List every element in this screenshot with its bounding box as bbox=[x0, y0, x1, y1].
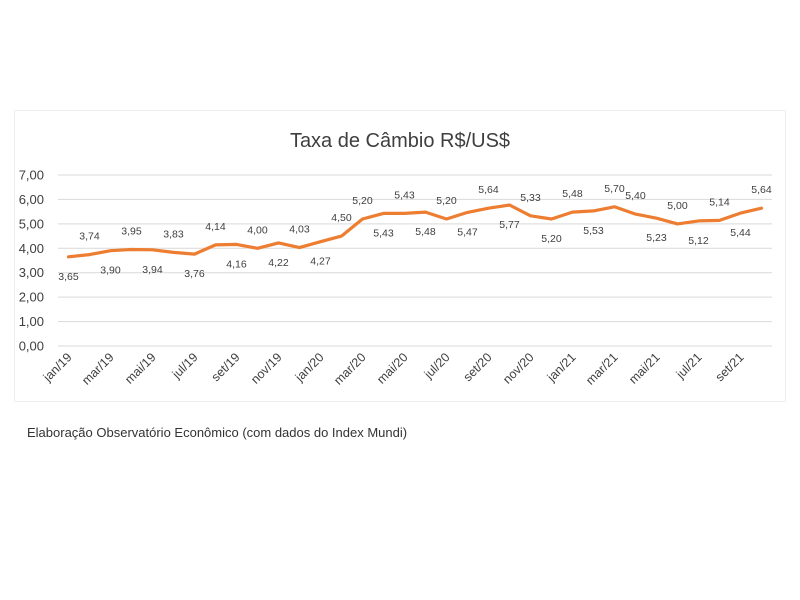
x-tick-label: set/21 bbox=[713, 350, 747, 384]
x-axis-ticks: jan/19 mar/19 mai/19 jul/19 set/19 nov/19 jan/… bbox=[40, 350, 747, 387]
data-label: 5,43 bbox=[373, 227, 394, 239]
data-label: 5,14 bbox=[709, 196, 730, 208]
x-tick-label: set/19 bbox=[209, 350, 243, 384]
data-label: 5,20 bbox=[436, 195, 457, 207]
data-label: 5,20 bbox=[541, 233, 562, 245]
data-label: 3,76 bbox=[184, 268, 205, 280]
x-tick-label: jul/20 bbox=[421, 350, 453, 382]
data-label: 5,64 bbox=[478, 184, 499, 196]
data-label: 3,90 bbox=[100, 265, 121, 277]
data-label: 3,83 bbox=[163, 228, 184, 240]
data-label: 5,12 bbox=[688, 235, 709, 247]
data-label: 4,22 bbox=[268, 257, 289, 269]
y-tick-label: 2,00 bbox=[19, 290, 44, 305]
chart-title: Taxa de Câmbio R$/US$ bbox=[290, 130, 510, 152]
x-tick-label: mai/21 bbox=[626, 350, 662, 386]
data-label: 5,48 bbox=[562, 188, 583, 200]
data-label: 5,64 bbox=[751, 184, 772, 196]
gridlines bbox=[58, 174, 772, 347]
x-tick-label: jul/21 bbox=[673, 350, 705, 382]
data-label: 5,77 bbox=[499, 219, 520, 231]
x-tick-label: set/20 bbox=[461, 350, 495, 384]
chart-frame bbox=[14, 110, 786, 402]
y-tick-label: 4,00 bbox=[19, 241, 44, 256]
series-line bbox=[66, 203, 764, 259]
x-tick-label: mar/19 bbox=[79, 350, 116, 387]
x-tick-label: mai/20 bbox=[374, 350, 410, 386]
data-label: 4,14 bbox=[205, 221, 226, 233]
data-label: 5,00 bbox=[667, 200, 688, 212]
x-tick-label: mai/19 bbox=[122, 350, 158, 386]
y-tick-label: 7,00 bbox=[19, 168, 44, 183]
data-label: 5,44 bbox=[730, 227, 751, 239]
data-label: 4,27 bbox=[310, 256, 331, 268]
y-axis-ticks: 0,00 1,00 2,00 3,00 4,00 5,00 6,00 7,00 bbox=[19, 168, 44, 354]
x-tick-label: mar/21 bbox=[583, 350, 620, 387]
x-tick-label: jan/21 bbox=[544, 350, 579, 385]
data-label: 3,65 bbox=[58, 271, 79, 283]
data-label: 5,43 bbox=[394, 189, 415, 201]
x-tick-label: nov/19 bbox=[248, 350, 284, 386]
data-label: 4,50 bbox=[331, 212, 352, 224]
x-tick-label: jan/20 bbox=[292, 350, 327, 385]
x-tick-label: mar/20 bbox=[331, 350, 368, 387]
y-tick-label: 0,00 bbox=[19, 339, 44, 354]
data-label: 3,94 bbox=[142, 264, 163, 276]
x-tick-label: jul/19 bbox=[169, 350, 201, 382]
data-label: 5,53 bbox=[583, 225, 604, 237]
data-label: 4,03 bbox=[289, 224, 310, 236]
x-tick-label: nov/20 bbox=[500, 350, 536, 386]
y-tick-label: 1,00 bbox=[19, 314, 44, 329]
data-label: 5,40 bbox=[625, 190, 646, 202]
y-tick-label: 3,00 bbox=[19, 265, 44, 280]
y-tick-label: 5,00 bbox=[19, 216, 44, 231]
data-label: 5,48 bbox=[415, 226, 436, 238]
data-label: 4,16 bbox=[226, 258, 247, 270]
data-label: 4,00 bbox=[247, 224, 268, 236]
source-caption: Elaboração Observatório Econômico (com d… bbox=[27, 425, 408, 440]
x-tick-label: jan/19 bbox=[40, 350, 75, 385]
data-label: 5,23 bbox=[646, 232, 667, 244]
data-label: 5,33 bbox=[520, 192, 541, 204]
data-label: 5,70 bbox=[604, 183, 625, 195]
data-label: 5,20 bbox=[352, 195, 373, 207]
data-label: 5,47 bbox=[457, 226, 478, 238]
y-tick-label: 6,00 bbox=[19, 192, 44, 207]
data-labels: 3,65 3,74 3,90 3,95 3,94 3,83 3,76 4,14 4,16 4,00… bbox=[58, 183, 772, 283]
data-label: 3,95 bbox=[121, 226, 142, 238]
data-label: 3,74 bbox=[79, 231, 100, 243]
